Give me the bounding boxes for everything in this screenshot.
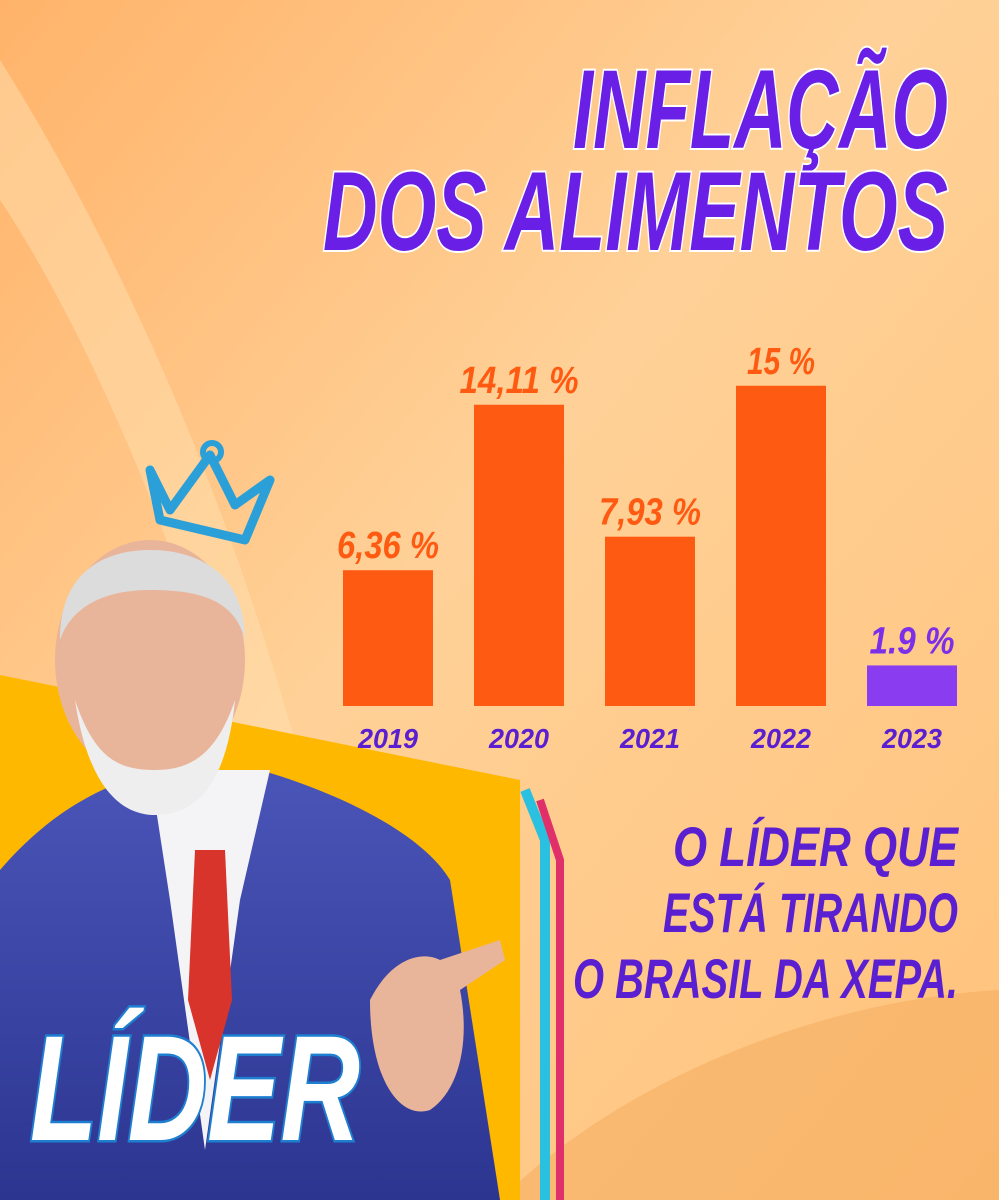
- value-label: 15 %: [747, 341, 815, 383]
- x-tick-label: 2019: [357, 723, 418, 754]
- stripe: [536, 798, 564, 1200]
- person-suit: [0, 770, 500, 1200]
- crown-icon: [145, 450, 275, 545]
- value-label: 1.9 %: [870, 620, 955, 662]
- person-tie: [188, 850, 232, 1080]
- background-swoosh: [500, 990, 999, 1200]
- value-label: 14,11 %: [460, 360, 579, 402]
- bars: 6,36 % 2019 14,11 % 2020 7,93 % 2021 15 % 2022 1…: [337, 341, 957, 754]
- value-label: 6,36 %: [337, 525, 439, 567]
- bar: [343, 570, 433, 706]
- tagline-line: O BRASIL DA XEPA.: [573, 947, 958, 1010]
- badge-text: LÍDER: [30, 1004, 360, 1172]
- person-head: [55, 540, 245, 780]
- title-line: INFLAÇÃO: [573, 47, 948, 172]
- title-line: DOS ALIMENTOS: [323, 149, 948, 274]
- value-label: 7,93 %: [599, 492, 701, 534]
- bar: [867, 665, 957, 706]
- x-tick-label: 2020: [488, 723, 549, 754]
- tagline-line: ESTÁ TIRANDO: [663, 881, 958, 944]
- person-beard: [75, 700, 235, 815]
- crown-icon: [200, 440, 224, 464]
- x-tick-label: 2022: [750, 723, 811, 754]
- x-tick-label: 2023: [881, 723, 942, 754]
- stripe: [520, 788, 550, 1200]
- bar: [474, 404, 564, 706]
- person-hair: [60, 550, 245, 640]
- x-tick-label: 2021: [619, 723, 680, 754]
- bar: [605, 536, 695, 706]
- bar: [736, 385, 826, 706]
- tagline-line: O LÍDER QUE: [673, 815, 959, 878]
- person-hand: [370, 940, 505, 1112]
